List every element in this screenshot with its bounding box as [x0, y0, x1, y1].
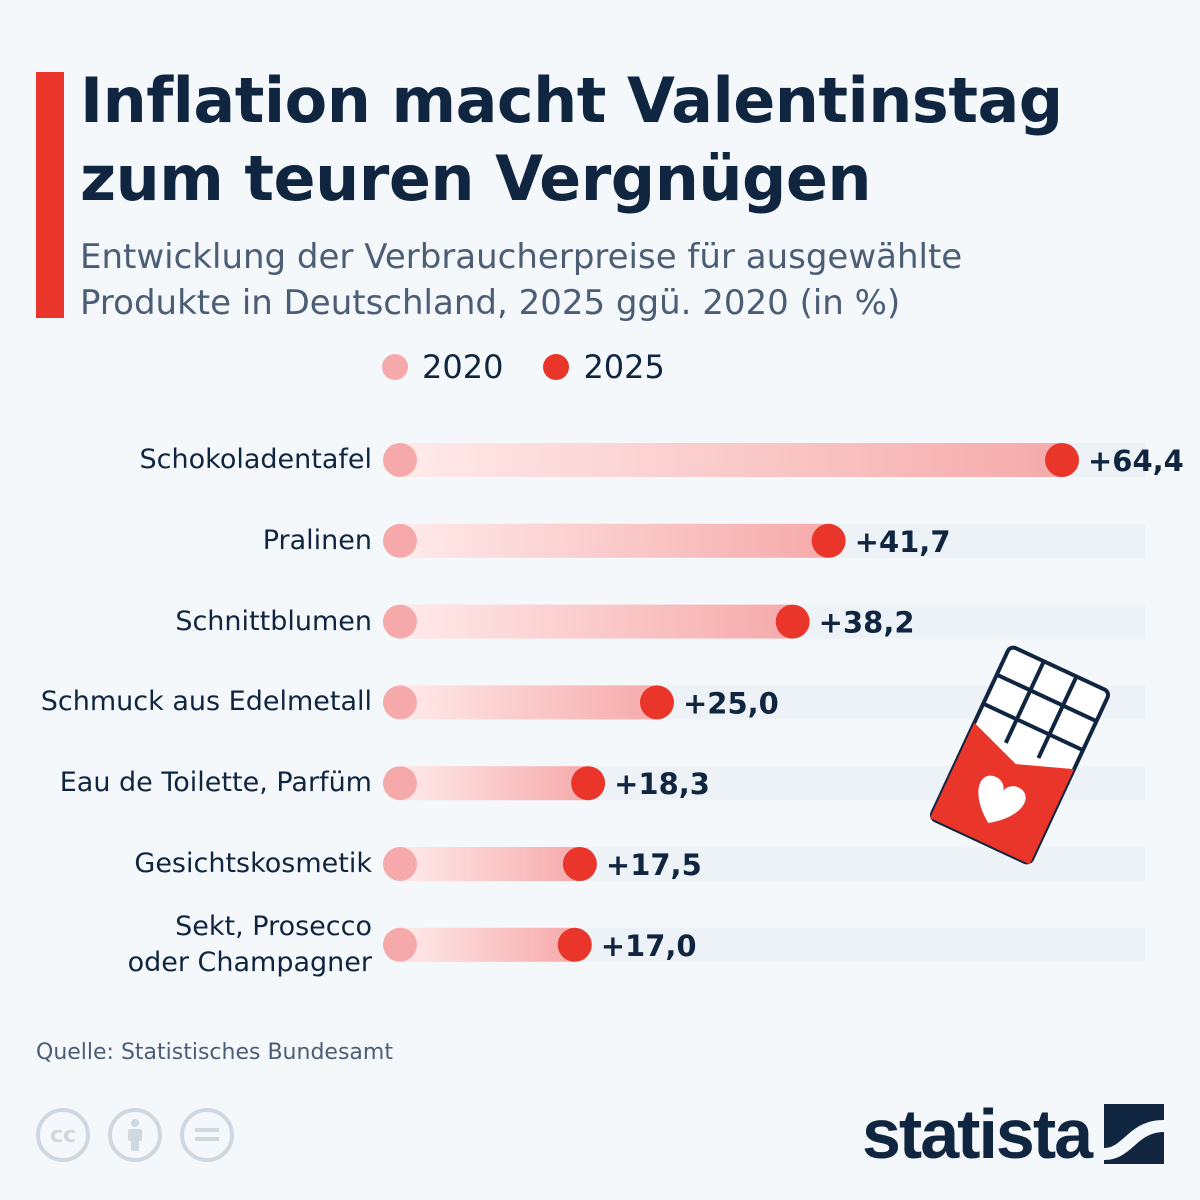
legend-label: 2020: [422, 348, 504, 386]
equals-icon: [195, 1128, 219, 1141]
category-label: Schnittblumen: [175, 604, 372, 640]
value-label: +18,3: [614, 767, 710, 801]
value-label: +41,7: [855, 525, 951, 559]
dot-2020: [383, 685, 417, 720]
dot-2020: [383, 847, 417, 881]
category-label-line: oder Champagner: [127, 946, 372, 978]
legend-item-2020: 2020: [382, 348, 503, 386]
legend-dot-2025: [543, 354, 570, 380]
statista-logo[interactable]: statista: [862, 1095, 1093, 1173]
nd-icon[interactable]: [180, 1108, 234, 1162]
category-label-line: Schnittblumen: [175, 605, 372, 637]
chocolate-bar-icon: [929, 645, 1111, 865]
category-label-line: Eau de Toilette, Parfüm: [59, 767, 372, 799]
category-label: Schokoladentafel: [140, 442, 372, 478]
category-label: Sekt, Prosecco oder Champagner: [128, 909, 372, 981]
value-label: +38,2: [819, 606, 915, 640]
dot-2025: [562, 847, 597, 881]
statista-logo-mark: [1104, 1104, 1164, 1164]
bar-range: [400, 847, 580, 881]
dot-2025: [811, 523, 846, 558]
legend-label: 2025: [583, 348, 665, 386]
subtitle-line: Produkte in Deutschland, 2025 ggü. 2020 …: [80, 283, 901, 323]
dot-2025: [775, 604, 810, 639]
legend: 2020 2025: [382, 348, 665, 386]
dot-2020: [383, 604, 417, 639]
cc-icon[interactable]: cc: [36, 1108, 90, 1162]
dot-2020: [383, 766, 417, 801]
person-icon: [128, 1119, 142, 1151]
bar-range: [400, 685, 657, 720]
value-label: +17,5: [606, 848, 702, 882]
category-label: Gesichtskosmetik: [134, 846, 372, 882]
bar-range: [400, 927, 575, 962]
dot-2020: [383, 523, 417, 558]
category-label: Eau de Toilette, Parfüm: [60, 765, 372, 801]
category-label-line: Gesichtskosmetik: [134, 848, 372, 879]
accent-bar: [36, 72, 64, 318]
category-label: Schmuck aus Edelmetall: [41, 684, 372, 720]
category-label: Pralinen: [263, 523, 372, 559]
bar-range: [400, 604, 793, 639]
value-label: +17,0: [601, 929, 697, 963]
value-label: +25,0: [683, 686, 779, 720]
value-label: +64,4: [1088, 444, 1184, 478]
title-line: Inflation macht Valentinstag: [80, 64, 1063, 137]
by-icon[interactable]: [108, 1108, 162, 1162]
dot-2020: [383, 443, 417, 477]
legend-item-2025: 2025: [543, 348, 665, 386]
source-note: Quelle: Statistisches Bundesamt: [36, 1040, 393, 1065]
bar-range: [400, 766, 589, 801]
category-label-line: Sekt, Prosecco: [175, 910, 372, 942]
dot-2025: [557, 927, 592, 962]
dot-2025: [571, 766, 606, 801]
bar-range: [400, 523, 829, 558]
category-label-line: Schmuck aus Edelmetall: [40, 686, 372, 718]
title-line: zum teuren Vergnügen: [80, 142, 872, 215]
dot-2020: [383, 927, 417, 962]
category-label-line: Schokoladentafel: [139, 444, 372, 475]
bar-range: [400, 443, 1062, 477]
legend-dot-2020: [382, 354, 408, 380]
chart-subtitle: Entwicklung der Verbraucherpreise für au…: [80, 234, 962, 326]
dot-2025: [1045, 443, 1079, 477]
subtitle-line: Entwicklung der Verbraucherpreise für au…: [80, 237, 963, 277]
category-label-line: Pralinen: [262, 524, 372, 556]
chart-title: Inflation macht Valentinstag zum teuren …: [80, 62, 1063, 218]
dot-2025: [639, 685, 674, 720]
